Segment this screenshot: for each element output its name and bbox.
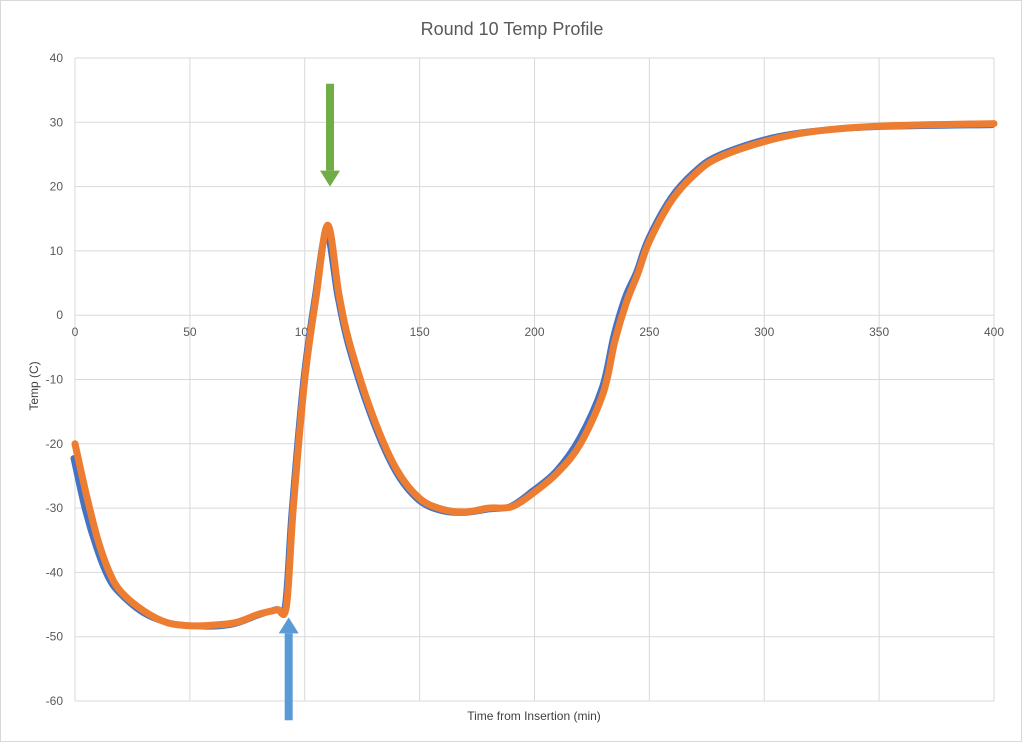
arrow-head — [278, 617, 299, 634]
chart-title: Round 10 Temp Profile — [421, 19, 604, 39]
arrow-head — [320, 170, 341, 187]
x-tick-label: 50 — [183, 325, 197, 339]
y-tick-label: -50 — [46, 630, 64, 644]
y-tick-label: 10 — [50, 244, 64, 258]
y-tick-label: -60 — [46, 694, 64, 708]
arrow-shaft — [326, 83, 335, 171]
arrow-shaft — [284, 633, 293, 721]
x-tick-label: 350 — [869, 325, 889, 339]
x-tick-label: 250 — [639, 325, 659, 339]
x-tick-label: 300 — [754, 325, 774, 339]
y-tick-label: -10 — [46, 373, 64, 387]
y-tick-label: -30 — [46, 501, 64, 515]
gridlines — [74, 57, 995, 702]
x-axis-label: Time from Insertion (min) — [467, 709, 601, 723]
y-tick-label: 20 — [50, 180, 64, 194]
series-group — [70, 120, 998, 630]
series-line-1 — [70, 122, 996, 630]
y-tick-label: 30 — [50, 115, 64, 129]
x-tick-label: 0 — [72, 325, 79, 339]
y-axis-ticks: 40 30 20 10 0 -10 -20 -30 -40 -50 -60 — [46, 51, 64, 708]
x-tick-label: 400 — [984, 325, 1004, 339]
annotation-arrows — [278, 83, 341, 721]
y-tick-label: -40 — [46, 565, 64, 579]
down-arrow — [320, 83, 341, 187]
y-tick-label: 0 — [56, 308, 63, 322]
x-tick-label: 150 — [410, 325, 430, 339]
x-axis-ticks: 0 50 100 150 200 250 300 350 400 — [72, 325, 1005, 339]
y-axis-label: Temp (C) — [27, 361, 41, 410]
up-arrow — [278, 617, 299, 721]
series-line-2 — [71, 120, 998, 630]
y-tick-label: 40 — [50, 51, 64, 65]
x-tick-label: 200 — [524, 325, 544, 339]
y-tick-label: -20 — [46, 437, 64, 451]
